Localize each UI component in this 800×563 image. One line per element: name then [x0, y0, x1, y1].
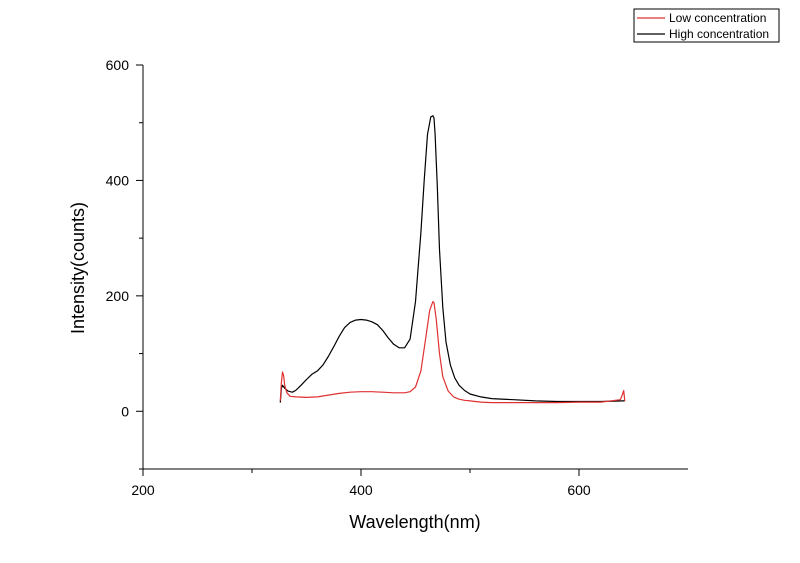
y-axis-title: Intensity(counts): [68, 202, 88, 334]
y-tick-label: 400: [106, 172, 130, 188]
x-axis-title: Wavelength(nm): [349, 512, 480, 532]
low-concentration-line: [279, 301, 626, 404]
x-tick-label: 200: [131, 482, 155, 498]
ticks: 200 400 600 0 200 400 600: [106, 57, 591, 498]
y-tick-label: 600: [106, 57, 130, 73]
x-tick-label: 400: [349, 482, 373, 498]
legend-label-low: Low concentration: [669, 11, 766, 25]
axes: [142, 65, 688, 470]
legend-box: [633, 8, 780, 43]
series-lines: [279, 115, 626, 404]
x-tick-label: 600: [567, 482, 591, 498]
legend: Low concentration High concentration: [633, 8, 780, 43]
y-tick-label: 200: [106, 288, 130, 304]
legend-label-high: High concentration: [669, 27, 769, 41]
high-concentration-line: [279, 115, 625, 403]
y-tick-label: 0: [121, 403, 129, 419]
